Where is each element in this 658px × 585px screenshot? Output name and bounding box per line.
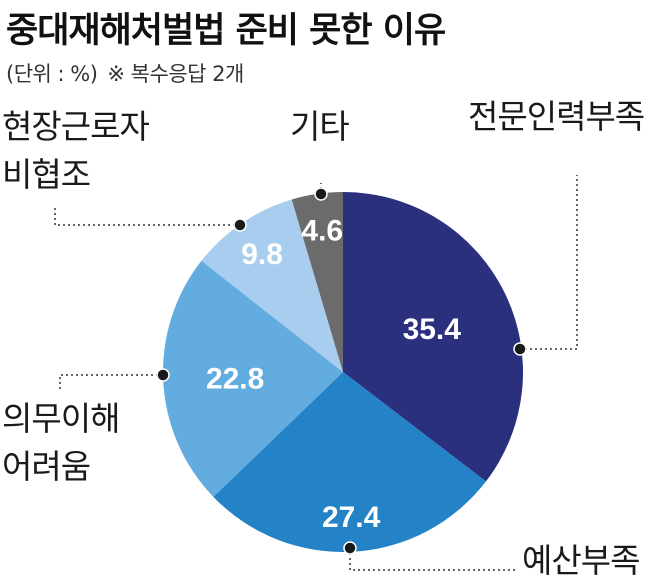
leader-dot bbox=[513, 342, 527, 356]
unit-label: (단위 : %) bbox=[6, 62, 98, 86]
chart-title: 중대재해처벌법 준비 못한 이유 bbox=[6, 11, 446, 51]
category-label: 현장근로자 bbox=[2, 107, 149, 146]
pie-slice bbox=[213, 372, 486, 553]
category-label: 기타 bbox=[290, 107, 349, 146]
note-label: ※ 복수응답 2개 bbox=[107, 62, 244, 86]
pie-slice bbox=[163, 260, 343, 497]
pie-slices bbox=[163, 192, 523, 553]
slice-value-label: 22.8 bbox=[206, 362, 264, 395]
leader-line bbox=[59, 374, 163, 390]
slice-value-label: 4.6 bbox=[301, 215, 343, 248]
pie-slice bbox=[201, 199, 343, 372]
category-label: 의무이해 bbox=[2, 399, 119, 438]
leader-line bbox=[520, 175, 578, 350]
chart-subtitle: (단위 : %) ※ 복수응답 2개 bbox=[6, 58, 244, 88]
slice-value-label: 27.4 bbox=[322, 501, 381, 534]
category-label: 어려움 bbox=[2, 447, 90, 486]
leader-line bbox=[349, 548, 515, 571]
leader-dot bbox=[314, 187, 328, 201]
leader-line bbox=[54, 205, 240, 226]
category-label: 비협조 bbox=[2, 155, 90, 194]
leader-dot bbox=[156, 368, 170, 382]
slice-value-label: 9.8 bbox=[241, 238, 283, 271]
slice-value-label: 35.4 bbox=[403, 313, 462, 346]
pie-slice bbox=[343, 192, 523, 482]
leader-lines bbox=[54, 175, 578, 571]
category-label: 예산부족 bbox=[522, 541, 639, 580]
value-labels: 35.4 27.4 22.8 9.8 4.6 bbox=[206, 215, 461, 534]
category-label: 전문인력부족 bbox=[468, 97, 644, 136]
pie-slice bbox=[291, 192, 343, 372]
leader-dot bbox=[343, 541, 357, 555]
leader-dot bbox=[233, 218, 247, 232]
